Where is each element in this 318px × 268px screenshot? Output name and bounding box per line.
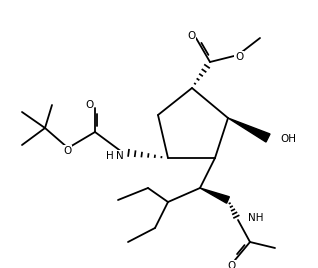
Text: N: N [116, 151, 124, 161]
Text: H: H [106, 151, 114, 161]
Text: NH: NH [248, 213, 264, 223]
Text: O: O [63, 146, 71, 156]
Text: O: O [187, 31, 195, 41]
Polygon shape [200, 188, 229, 203]
Text: O: O [235, 52, 243, 62]
Text: O: O [227, 261, 235, 268]
Text: O: O [85, 100, 93, 110]
Polygon shape [228, 118, 270, 142]
Text: OH: OH [280, 134, 296, 144]
